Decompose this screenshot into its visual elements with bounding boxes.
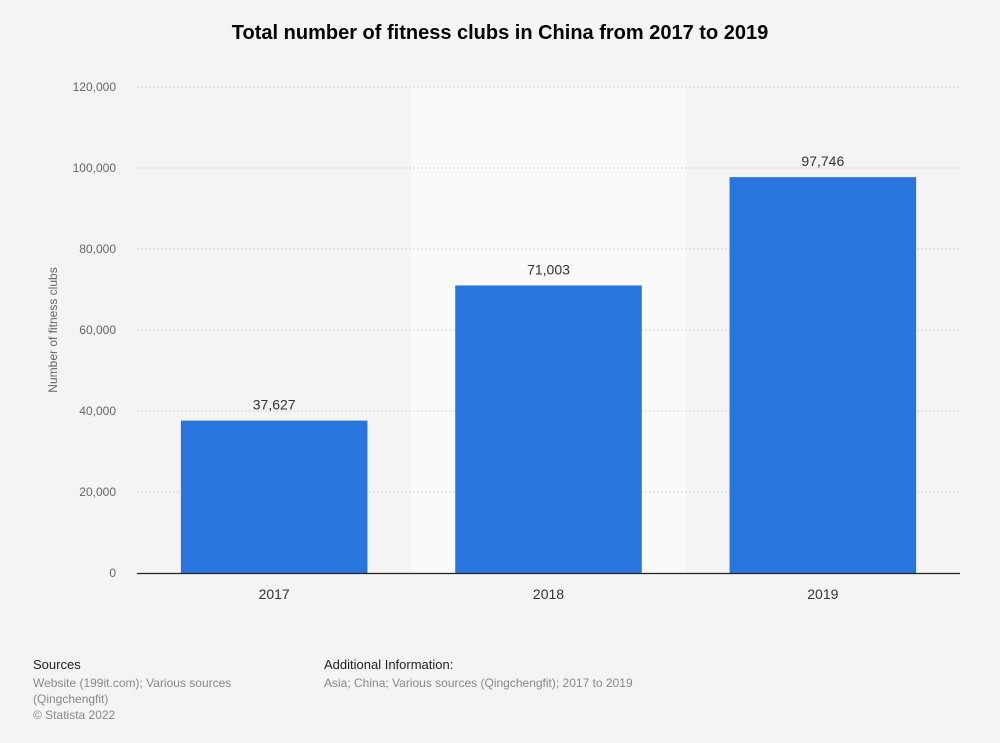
data-label-2017: 37,627 (253, 397, 296, 413)
additional-info-title: Additional Information: (324, 657, 454, 672)
x-tick-label-2019: 2019 (807, 586, 838, 602)
x-tick-label-2018: 2018 (533, 586, 564, 602)
bar-2018[interactable] (455, 285, 642, 573)
sources-line-1[interactable]: Website (199it.com); Various sources (33, 676, 232, 690)
bar-2017[interactable] (180, 420, 368, 573)
y-tick-label: 120,000 (73, 80, 117, 94)
additional-info-text: Asia; China; Various sources (Qingchengf… (324, 676, 633, 690)
y-axis-label: Number of fitness clubs (46, 267, 60, 392)
y-tick-label: 60,000 (79, 323, 116, 337)
data-label-2018: 71,003 (527, 261, 570, 277)
sources-line-2[interactable]: (Qingchengfit) (33, 692, 109, 706)
additional-info-block: Additional Information: Asia; China; Var… (324, 657, 744, 691)
x-tick-label-2017: 2017 (259, 586, 290, 602)
y-tick-label: 40,000 (79, 404, 116, 418)
sources-title: Sources (33, 657, 81, 672)
chart-title: Total number of fitness clubs in China f… (231, 22, 769, 44)
data-label-2019: 97,746 (801, 153, 844, 169)
sources-block: Sources Website (199it.com); Various sou… (33, 657, 273, 723)
y-tick-label: 100,000 (73, 161, 117, 175)
bar-chart: 020,00040,00060,00080,000100,000120,000 … (46, 80, 960, 602)
y-tick-label: 20,000 (79, 485, 116, 499)
copyright-text: © Statista 2022 (33, 708, 116, 722)
y-tick-label: 0 (109, 566, 116, 580)
y-tick-label: 80,000 (79, 242, 116, 256)
bar-2019[interactable] (729, 177, 917, 573)
